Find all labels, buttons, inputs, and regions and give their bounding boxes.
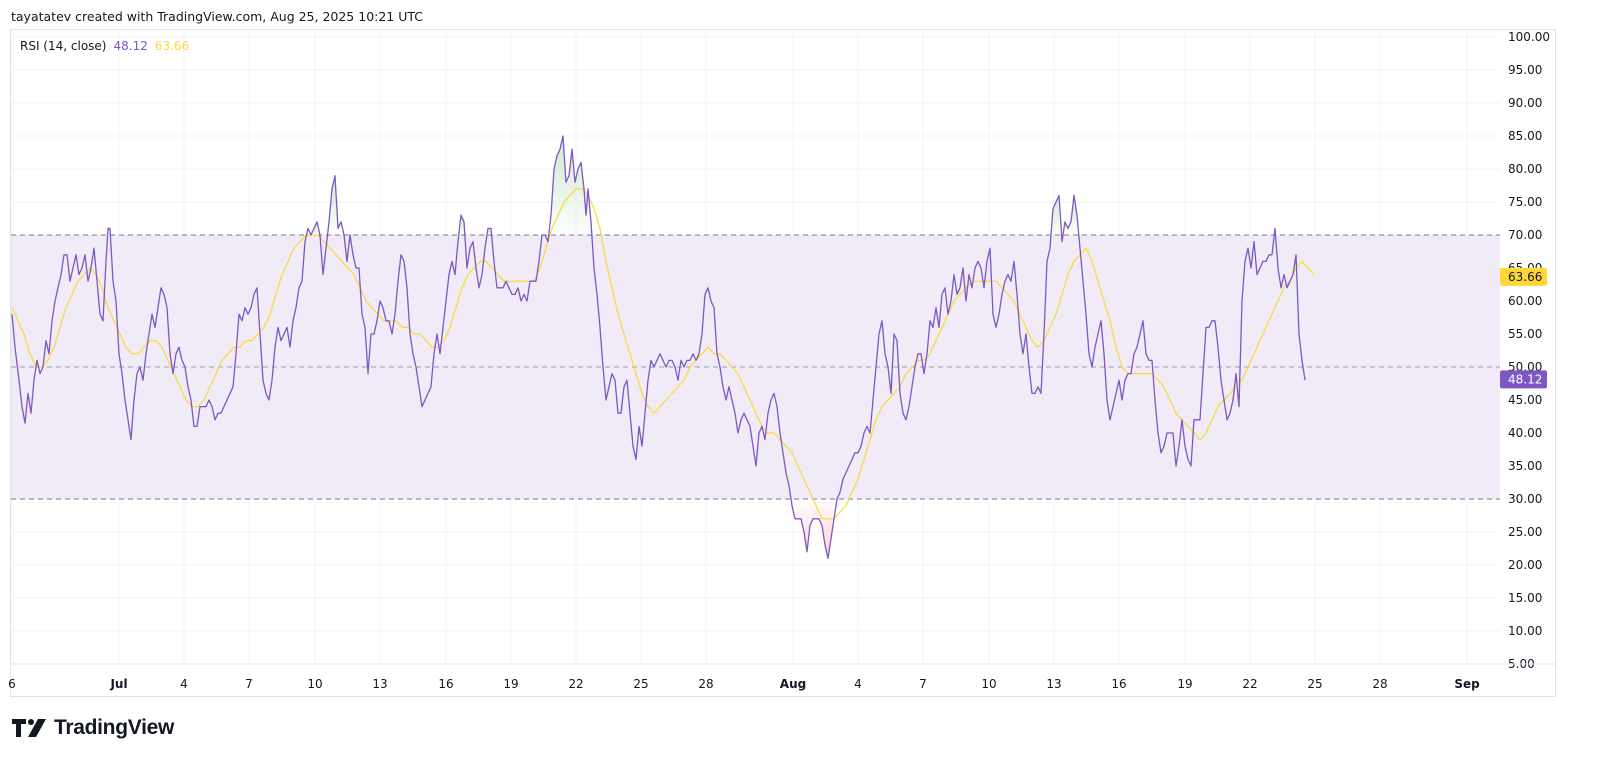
- attribution-text: tayatatev created with TradingView.com, …: [11, 9, 424, 24]
- svg-text:13: 13: [1046, 677, 1061, 691]
- svg-text:19: 19: [503, 677, 518, 691]
- rsi-value-badge: 48.12: [1500, 370, 1547, 389]
- svg-text:60.00: 60.00: [1508, 294, 1542, 308]
- svg-text:Sep: Sep: [1454, 677, 1480, 691]
- svg-text:28: 28: [1372, 677, 1387, 691]
- svg-text:25.00: 25.00: [1508, 525, 1542, 539]
- rsi-band-background: [11, 235, 1500, 499]
- tradingview-logo-icon: [12, 719, 46, 737]
- svg-text:63.66: 63.66: [1508, 270, 1542, 284]
- svg-text:55.00: 55.00: [1508, 327, 1542, 341]
- svg-text:4: 4: [854, 677, 862, 691]
- rsi-value: 48.12: [113, 39, 148, 53]
- x-axis[interactable]: 6 Jul 4 7 10 13 16 19 22 25 28 Aug 4 7 10 13 16 19 22 25 28 S…: [8, 677, 1480, 691]
- indicator-legend[interactable]: RSI (14, close) 48.12 63.66: [20, 39, 189, 53]
- y-axis[interactable]: 100.0095.0090.0085.0080.0075.0070.0065.0…: [1508, 30, 1550, 671]
- svg-text:45.00: 45.00: [1508, 393, 1542, 407]
- svg-text:16: 16: [438, 677, 453, 691]
- svg-text:30.00: 30.00: [1508, 492, 1542, 506]
- svg-text:13: 13: [372, 677, 387, 691]
- svg-text:28: 28: [698, 677, 713, 691]
- svg-text:22: 22: [568, 677, 583, 691]
- brand-name: TradingView: [54, 716, 175, 739]
- svg-text:35.00: 35.00: [1508, 459, 1542, 473]
- svg-text:25: 25: [1307, 677, 1322, 691]
- svg-text:19: 19: [1177, 677, 1192, 691]
- svg-text:48.12: 48.12: [1508, 372, 1542, 386]
- svg-text:7: 7: [919, 677, 927, 691]
- ma-value-badge: 63.66: [1500, 267, 1547, 286]
- svg-text:7: 7: [245, 677, 253, 691]
- svg-text:4: 4: [180, 677, 188, 691]
- ma-line: [11, 188, 1315, 520]
- svg-text:Aug: Aug: [780, 677, 806, 691]
- svg-text:80.00: 80.00: [1508, 162, 1542, 176]
- tradingview-logo[interactable]: TradingView: [12, 716, 174, 740]
- svg-text:90.00: 90.00: [1508, 96, 1542, 110]
- svg-text:25: 25: [633, 677, 648, 691]
- svg-text:6: 6: [8, 677, 16, 691]
- svg-text:10.00: 10.00: [1508, 624, 1542, 638]
- svg-text:85.00: 85.00: [1508, 129, 1542, 143]
- indicator-name: RSI (14, close): [20, 39, 107, 53]
- svg-text:95.00: 95.00: [1508, 63, 1542, 77]
- ma-value: 63.66: [154, 39, 190, 53]
- svg-text:75.00: 75.00: [1508, 195, 1542, 209]
- svg-text:22: 22: [1242, 677, 1257, 691]
- svg-text:10: 10: [307, 677, 322, 691]
- svg-text:16: 16: [1111, 677, 1126, 691]
- svg-text:40.00: 40.00: [1508, 426, 1542, 440]
- svg-text:70.00: 70.00: [1508, 228, 1542, 242]
- svg-text:20.00: 20.00: [1508, 558, 1542, 572]
- svg-text:15.00: 15.00: [1508, 591, 1542, 605]
- chart-frame: [10, 29, 1556, 697]
- rsi-line: [11, 135, 1306, 560]
- svg-text:100.00: 100.00: [1508, 30, 1550, 44]
- svg-text:10: 10: [981, 677, 996, 691]
- svg-text:Jul: Jul: [109, 677, 127, 691]
